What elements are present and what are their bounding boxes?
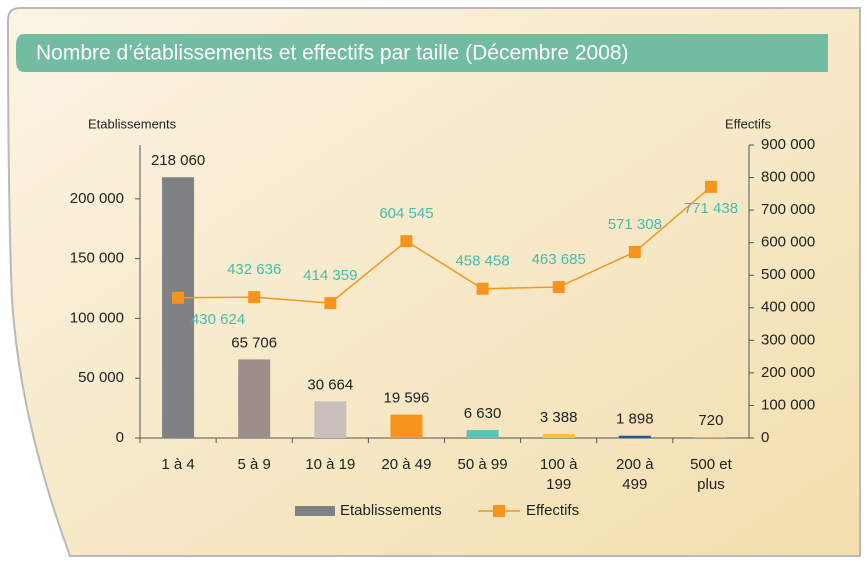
y2-tick-label: 600 000 [761,234,815,251]
y2-tick-label: 500 000 [761,266,815,283]
line [178,186,712,304]
bar [314,401,347,438]
line-value-label: 463 685 [532,251,586,268]
bar [466,430,499,438]
y2-tick-label: 900 000 [761,136,815,153]
x-tick-label: 20 à 49 [381,456,431,473]
line-marker [324,297,337,310]
y2-tick-label: 700 000 [761,201,815,218]
line-value-label: 771 438 [684,200,738,217]
bar [162,177,195,438]
line-value-label: 430 624 [191,311,245,328]
bar-value-label: 1 898 [616,411,654,428]
title-bar [16,34,828,72]
bar-value-label: 3 388 [540,409,578,426]
y2-tick-label: 0 [761,429,769,446]
bar [238,359,271,438]
y-tick-label: 200 000 [70,190,124,207]
y2-tick-label: 300 000 [761,331,815,348]
line-value-label: 604 545 [379,205,433,222]
x-tick-label: 100 à 199 [540,456,578,493]
y2-tick-label: 100 000 [761,396,815,413]
y2-tick-label: 200 000 [761,364,815,381]
line-marker [172,291,185,304]
legend-label: Effectifs [526,502,579,519]
bar-value-label: 218 060 [151,152,205,169]
bar [390,414,423,438]
y-tick-label: 50 000 [78,369,124,386]
y-axis-label: Etablissements [88,116,177,131]
bar-value-label: 65 706 [231,334,277,351]
bar-value-label: 720 [698,412,723,429]
line-value-label: 571 308 [608,216,662,233]
x-tick-label: 5 à 9 [238,456,271,473]
y-tick-label: 150 000 [70,250,124,267]
bar [694,437,727,438]
y2-tick-label: 800 000 [761,169,815,186]
line-value-label: 414 359 [303,267,357,284]
line-value-label: 432 636 [227,261,281,278]
bar [542,433,575,438]
y-tick-label: 0 [116,429,124,446]
line-value-label: 458 458 [455,253,509,270]
line-marker [704,180,717,193]
line-marker [476,282,489,295]
x-tick-label: 10 à 19 [305,456,355,473]
legend-marker [493,505,505,517]
line-marker [628,246,641,259]
bar-value-label: 19 596 [383,390,429,407]
x-tick-label: 1 à 4 [161,456,194,473]
y2-tick-label: 400 000 [761,299,815,316]
x-tick-label: 50 à 99 [458,456,508,473]
x-tick-label: 500 et plus [690,456,733,493]
y2-axis-label: Effectifs [725,116,772,131]
line-marker [552,281,565,294]
legend-label: Etablissements [340,502,442,519]
line-marker [248,291,261,304]
bar [618,435,651,438]
panel [6,7,861,557]
legend-swatch [295,506,335,516]
chart-title: Nombre d’établissements et effectifs par… [36,42,629,65]
bar-value-label: 6 630 [464,405,502,422]
x-tick-label: 200 à 499 [616,456,654,493]
line-marker [400,235,413,248]
y-tick-label: 100 000 [70,309,124,326]
bar-value-label: 30 664 [307,376,353,393]
